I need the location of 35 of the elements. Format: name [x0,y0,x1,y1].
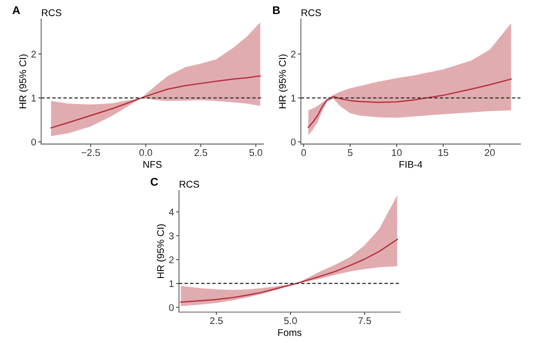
x-tick-label: 2.5 [194,149,208,156]
chart-title: RCS [302,9,321,16]
text: C [150,178,158,186]
text: B [273,6,280,14]
x-axis-title: FIB-4 [400,161,422,168]
y-tick-label: 1 [169,280,174,287]
x-axis-title: NFS [143,161,162,168]
x-tick-label: 0 [301,149,306,156]
x-tick-label: 2.5 [210,317,223,324]
chart-title: RCS [180,180,200,188]
y-axis-title: HR (95% CI) [19,54,28,108]
y-axis-title: HR (95% CI) [156,224,166,278]
y-tick-label: 1 [291,94,296,102]
y-tick-label: 0 [169,304,174,311]
x-tick-label: −2.5 [82,149,100,156]
y-tick-label: 0 [290,138,296,146]
y-tick-label: 3 [169,232,174,240]
y-tick-label: 2 [169,256,174,264]
chart-title: RCS [42,9,62,16]
x-tick-label: 0.0 [139,149,152,156]
x-tick-label: 20 [484,149,495,156]
y-tick-label: 2 [31,50,36,58]
text: A [12,6,20,14]
y-tick-label: 0 [31,138,36,146]
x-tick-label: 7.5 [358,317,371,324]
y-axis-title: HR (95% CI) [278,54,288,108]
x-tick-label: 5.0 [284,317,297,324]
y-tick-label: 1 [32,94,36,102]
x-tick-label: 15 [438,149,448,156]
x-tick-label: 10 [392,149,402,156]
x-tick-label: 5 [348,149,352,156]
y-tick-label: 4 [168,208,174,216]
y-tick-label: 2 [291,50,296,58]
x-axis-title: Foms [278,329,302,336]
x-tick-label: 5.0 [249,149,262,156]
